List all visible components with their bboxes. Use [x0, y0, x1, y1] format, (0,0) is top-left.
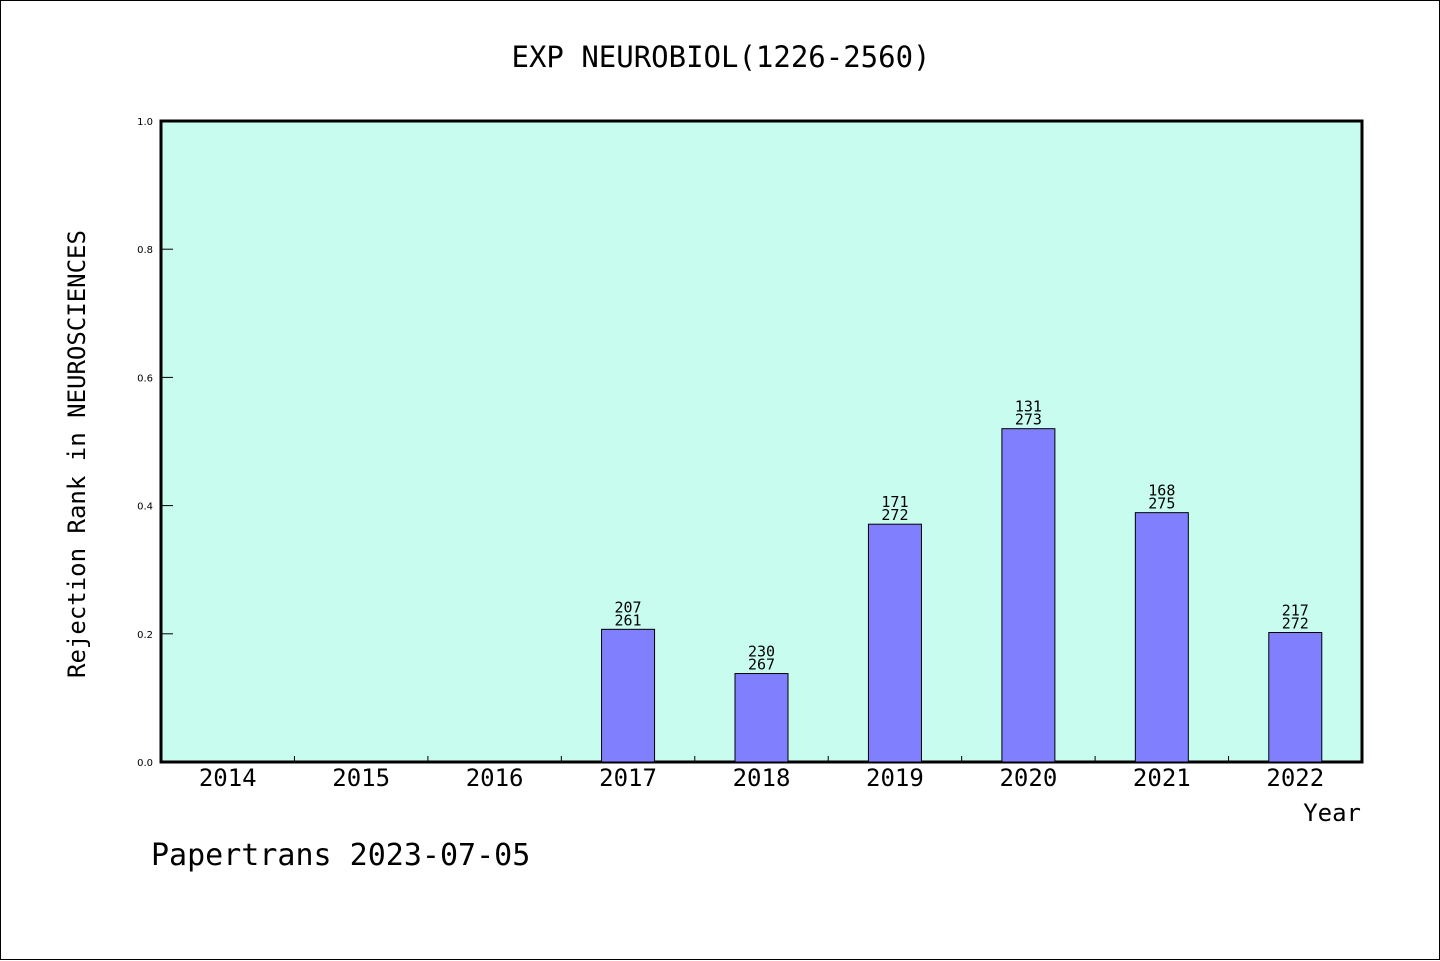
- bar-2018: [734, 673, 789, 763]
- y-tick-label: 0.6: [137, 373, 153, 384]
- bar-label-total: 272: [1282, 615, 1309, 633]
- bar-label-total: 275: [1148, 495, 1175, 513]
- bar-label-total: 261: [615, 611, 642, 629]
- bar-2020: [1001, 428, 1056, 763]
- bar-label-total: 273: [1015, 411, 1042, 429]
- y-tick-label: 0.8: [137, 245, 153, 256]
- x-tick-label: 2017: [599, 764, 657, 792]
- x-tick-label: 2022: [1266, 764, 1324, 792]
- x-axis-ticks: 2014 2015 2016 2017 2018 2019 2020 2021 2022: [199, 756, 1324, 792]
- y-axis-label: Rejection Rank in NEUROSCIENCES: [63, 230, 91, 678]
- bar-label-rank: 207: [615, 598, 642, 616]
- bar-2021: [1134, 512, 1189, 763]
- x-tick-label: 2019: [866, 764, 924, 792]
- x-tick-label: 2014: [199, 764, 257, 792]
- x-tick-label: 2016: [466, 764, 524, 792]
- bars-group: [601, 428, 1323, 763]
- bar-2022: [1268, 632, 1323, 763]
- bar-2017: [601, 628, 656, 763]
- bar-label-total: 267: [748, 656, 775, 674]
- bar-label-total: 272: [881, 506, 908, 524]
- footer-credit: Papertrans 2023-07-05: [151, 838, 530, 873]
- bar-label-rank: 230: [748, 643, 775, 661]
- x-tick-label: 2018: [733, 764, 791, 792]
- y-tick-label: 0.4: [137, 502, 153, 513]
- x-axis-label: Year: [1303, 799, 1361, 827]
- bar-2019: [867, 523, 922, 763]
- y-tick-label: 0.0: [137, 758, 153, 769]
- y-axis-ticks: 0.0 0.2 0.4 0.6 0.8 1.0: [137, 117, 173, 769]
- x-tick-label: 2015: [332, 764, 390, 792]
- chart-title: EXP NEUROBIOL(1226-2560): [511, 40, 930, 74]
- bar-label-rank: 131: [1015, 398, 1042, 416]
- bar-label-rank: 168: [1148, 482, 1175, 500]
- y-tick-label: 0.2: [137, 630, 153, 641]
- x-tick-label: 2021: [1133, 764, 1191, 792]
- y-tick-label: 1.0: [137, 117, 153, 128]
- x-tick-label: 2020: [999, 764, 1057, 792]
- bar-label-rank: 171: [881, 493, 908, 511]
- bar-label-rank: 217: [1282, 602, 1309, 620]
